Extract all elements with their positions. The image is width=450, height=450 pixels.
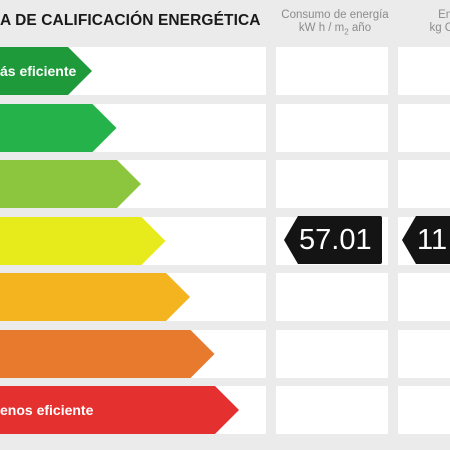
consumo-cell: [276, 47, 388, 95]
emisiones-cell: [398, 104, 450, 152]
header-emisiones-line2: kg CO2: [398, 22, 450, 38]
rating-bar: [0, 330, 215, 378]
emisiones-cell: [398, 386, 450, 434]
header-consumo-unit: kW h / m: [298, 22, 345, 34]
rating-bar: [0, 217, 166, 265]
rating-bar: [0, 386, 239, 434]
emisiones-value: 11: [417, 224, 448, 256]
header-consumo: Consumo de energía kW h / m2 año: [278, 9, 392, 38]
consumo-value: 57.01: [299, 224, 372, 256]
header-consumo-line2: kW h / m2 año: [278, 22, 392, 38]
emisiones-cell: [398, 330, 450, 378]
consumo-cell: [276, 330, 388, 378]
rating-bar: [0, 104, 117, 152]
header-consumo-sub: 2: [344, 27, 349, 37]
rating-bar-label: enos eficiente: [0, 402, 94, 418]
header-consumo-tail: año: [348, 22, 372, 34]
consumo-value-badge: 57.01: [284, 216, 382, 264]
header-emisiones: Emi kg CO2: [398, 9, 450, 38]
header-emisiones-line1: Emi: [438, 9, 450, 21]
rating-bar-label: ás eficiente: [0, 63, 77, 79]
consumo-cell: [276, 160, 388, 208]
emisiones-cell: [398, 47, 450, 95]
rating-bar: [0, 273, 190, 321]
header-consumo-line1: Consumo de energía: [281, 9, 389, 21]
consumo-cell: [276, 273, 388, 321]
page-title: A DE CALIFICACIÓN ENERGÉTICA: [0, 12, 261, 29]
header-emisiones-unit: kg CO: [429, 22, 450, 34]
consumo-cell: [276, 104, 388, 152]
emisiones-cell: [398, 160, 450, 208]
emisiones-cell: [398, 273, 450, 321]
emisiones-value-badge: 11: [402, 216, 450, 264]
consumo-cell: [276, 386, 388, 434]
rating-bar: [0, 160, 141, 208]
